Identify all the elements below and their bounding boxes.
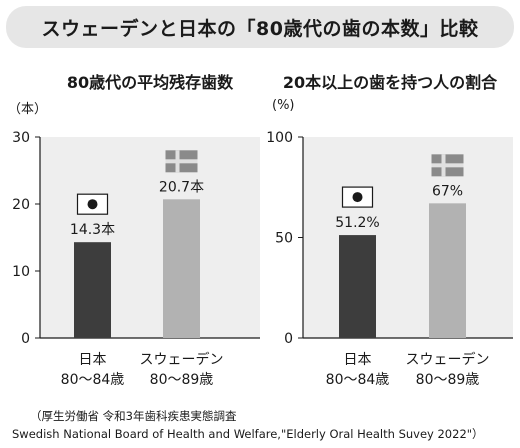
category-name: 日本 <box>343 352 372 368</box>
right-category-label-japan: 日本 80～84歳 <box>303 350 413 390</box>
category-age-range: 80～89歳 <box>415 372 480 388</box>
left-data-label-sweden: 20.7本 <box>159 179 204 195</box>
left-category-label-sweden: スウェーデン 80～89歳 <box>127 350 237 390</box>
left-bar-japan <box>74 242 111 338</box>
right-category-label-sweden: スウェーデン 80～89歳 <box>393 350 503 390</box>
right-y-unit-label: (%) <box>272 98 295 113</box>
left-y-tick-label: 0 <box>21 331 30 347</box>
japan-flag-disc <box>352 192 363 203</box>
source-note-line-1: （厚生労働省 令和3年歯科疾患実態調査 <box>30 409 237 423</box>
category-age-range: 80～84歳 <box>60 372 125 388</box>
category-age-range: 80～89歳 <box>149 372 214 388</box>
category-age-range: 80～84歳 <box>325 372 390 388</box>
right-plot-background <box>303 137 513 338</box>
right-y-tick-label: 0 <box>284 331 293 347</box>
left-bar-sweden <box>163 199 200 338</box>
right-data-label-sweden: 67% <box>432 183 463 199</box>
left-chart-title: 80歳代の平均残存歯数 <box>66 73 234 92</box>
category-name: スウェーデン <box>405 352 490 368</box>
right-y-tick-label: 100 <box>266 130 293 146</box>
left-y-tick-label: 30 <box>12 130 30 146</box>
right-y-tick-label: 50 <box>275 231 293 247</box>
left-y-tick-label: 10 <box>12 264 30 280</box>
category-name: スウェーデン <box>139 352 224 368</box>
left-data-label-japan: 14.3本 <box>70 222 115 238</box>
category-name: 日本 <box>78 352 107 368</box>
right-chart-title: 20本以上の歯を持つ人の割合 <box>282 73 498 92</box>
left-category-label-japan: 日本 80～84歳 <box>38 350 148 390</box>
source-note-line-2: Swedish National Board of Health and Wel… <box>12 427 484 441</box>
right-bar-japan <box>339 235 376 338</box>
sweden-flag-cross-horizontal <box>431 163 464 168</box>
right-data-label-japan: 51.2% <box>335 215 379 231</box>
title-band: スウェーデンと日本の「80歳代の歯の本数」比較 <box>6 6 514 48</box>
left-y-unit-label: （本） <box>8 102 48 117</box>
sweden-flag-cross-horizontal <box>165 159 198 164</box>
right-bar-sweden <box>429 203 466 338</box>
japan-flag-disc <box>87 199 98 210</box>
left-y-tick-label: 20 <box>12 197 30 213</box>
page-title: スウェーデンと日本の「80歳代の歯の本数」比較 <box>41 17 479 40</box>
